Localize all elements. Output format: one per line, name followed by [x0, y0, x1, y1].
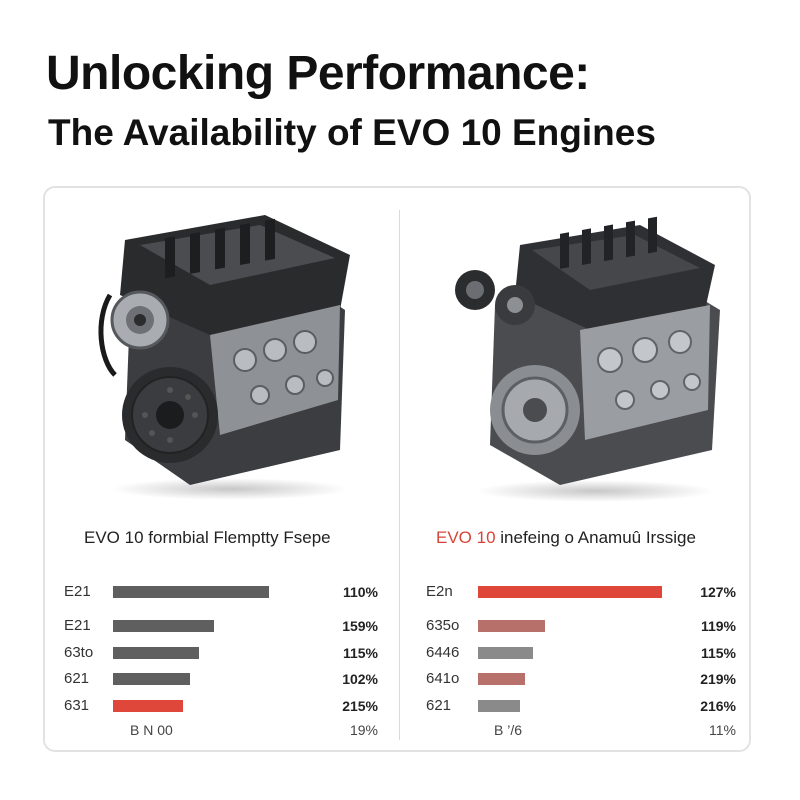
right-bar-value-label: 115% — [700, 645, 736, 661]
right-bar-value-label: 127% — [700, 584, 736, 600]
left-footer-label: B N 00 — [130, 722, 173, 738]
left-bar-value-label: 115% — [342, 645, 378, 661]
left-row-label: 631 — [64, 697, 90, 714]
left-footer-value: 19% — [349, 722, 378, 738]
right-panel-title: EVO 10 inefeing o Anamuû Irssige — [436, 528, 696, 548]
right-bar-value-label: 119% — [700, 618, 736, 634]
left-bar-value-label: 110% — [342, 584, 378, 600]
left-bar — [113, 586, 269, 598]
left-row-label: E21 — [64, 617, 91, 634]
left-bar — [113, 620, 214, 632]
left-panel-title-rest: formbial Flemptty Fsepe — [143, 528, 331, 547]
right-bar-value-label: 219% — [700, 671, 736, 687]
right-bar-value-label: 216% — [700, 698, 736, 714]
page-subtitle: The Availability of EVO 10 Engines — [48, 112, 656, 153]
right-footer-label: B ’/6 — [494, 722, 523, 738]
left-bar — [113, 647, 199, 659]
right-row-label: 621 — [426, 697, 452, 714]
left-bar-value-label: 215% — [342, 698, 378, 714]
engine-shadow-left — [110, 478, 350, 500]
left-row-label: 63to — [64, 644, 94, 661]
engine-image-right — [455, 216, 720, 485]
right-footer-value: 11% — [709, 722, 736, 738]
right-bar — [478, 647, 533, 659]
engine-image-left — [98, 215, 350, 485]
right-bar — [478, 700, 520, 712]
left-bar-value-label: 159% — [342, 618, 378, 634]
right-bar — [478, 620, 545, 632]
right-panel-title-rest: inefeing o Anamuû Irssige — [495, 528, 696, 547]
engine-shadow-right — [475, 480, 715, 502]
left-row-label: 621 — [64, 670, 90, 687]
right-bar — [478, 586, 662, 598]
right-row-label: 6446 — [426, 644, 460, 661]
right-panel-title-prefix: EVO 10 — [436, 528, 496, 547]
left-bar-value-label: 102% — [342, 671, 378, 687]
left-panel-title: EVO 10 formbial Flemptty Fsepe — [84, 528, 331, 548]
left-row-label: E21 — [64, 583, 91, 600]
right-bar — [478, 673, 525, 685]
left-bar — [113, 700, 183, 712]
left-panel-title-prefix: EVO 10 — [84, 528, 144, 547]
panel-divider — [399, 210, 400, 740]
right-row-label: 635o — [426, 617, 460, 634]
right-row-label: 641o — [426, 670, 460, 687]
left-bar — [113, 673, 190, 685]
right-row-label: E2n — [426, 583, 453, 600]
page-title: Unlocking Performance: — [46, 47, 590, 100]
